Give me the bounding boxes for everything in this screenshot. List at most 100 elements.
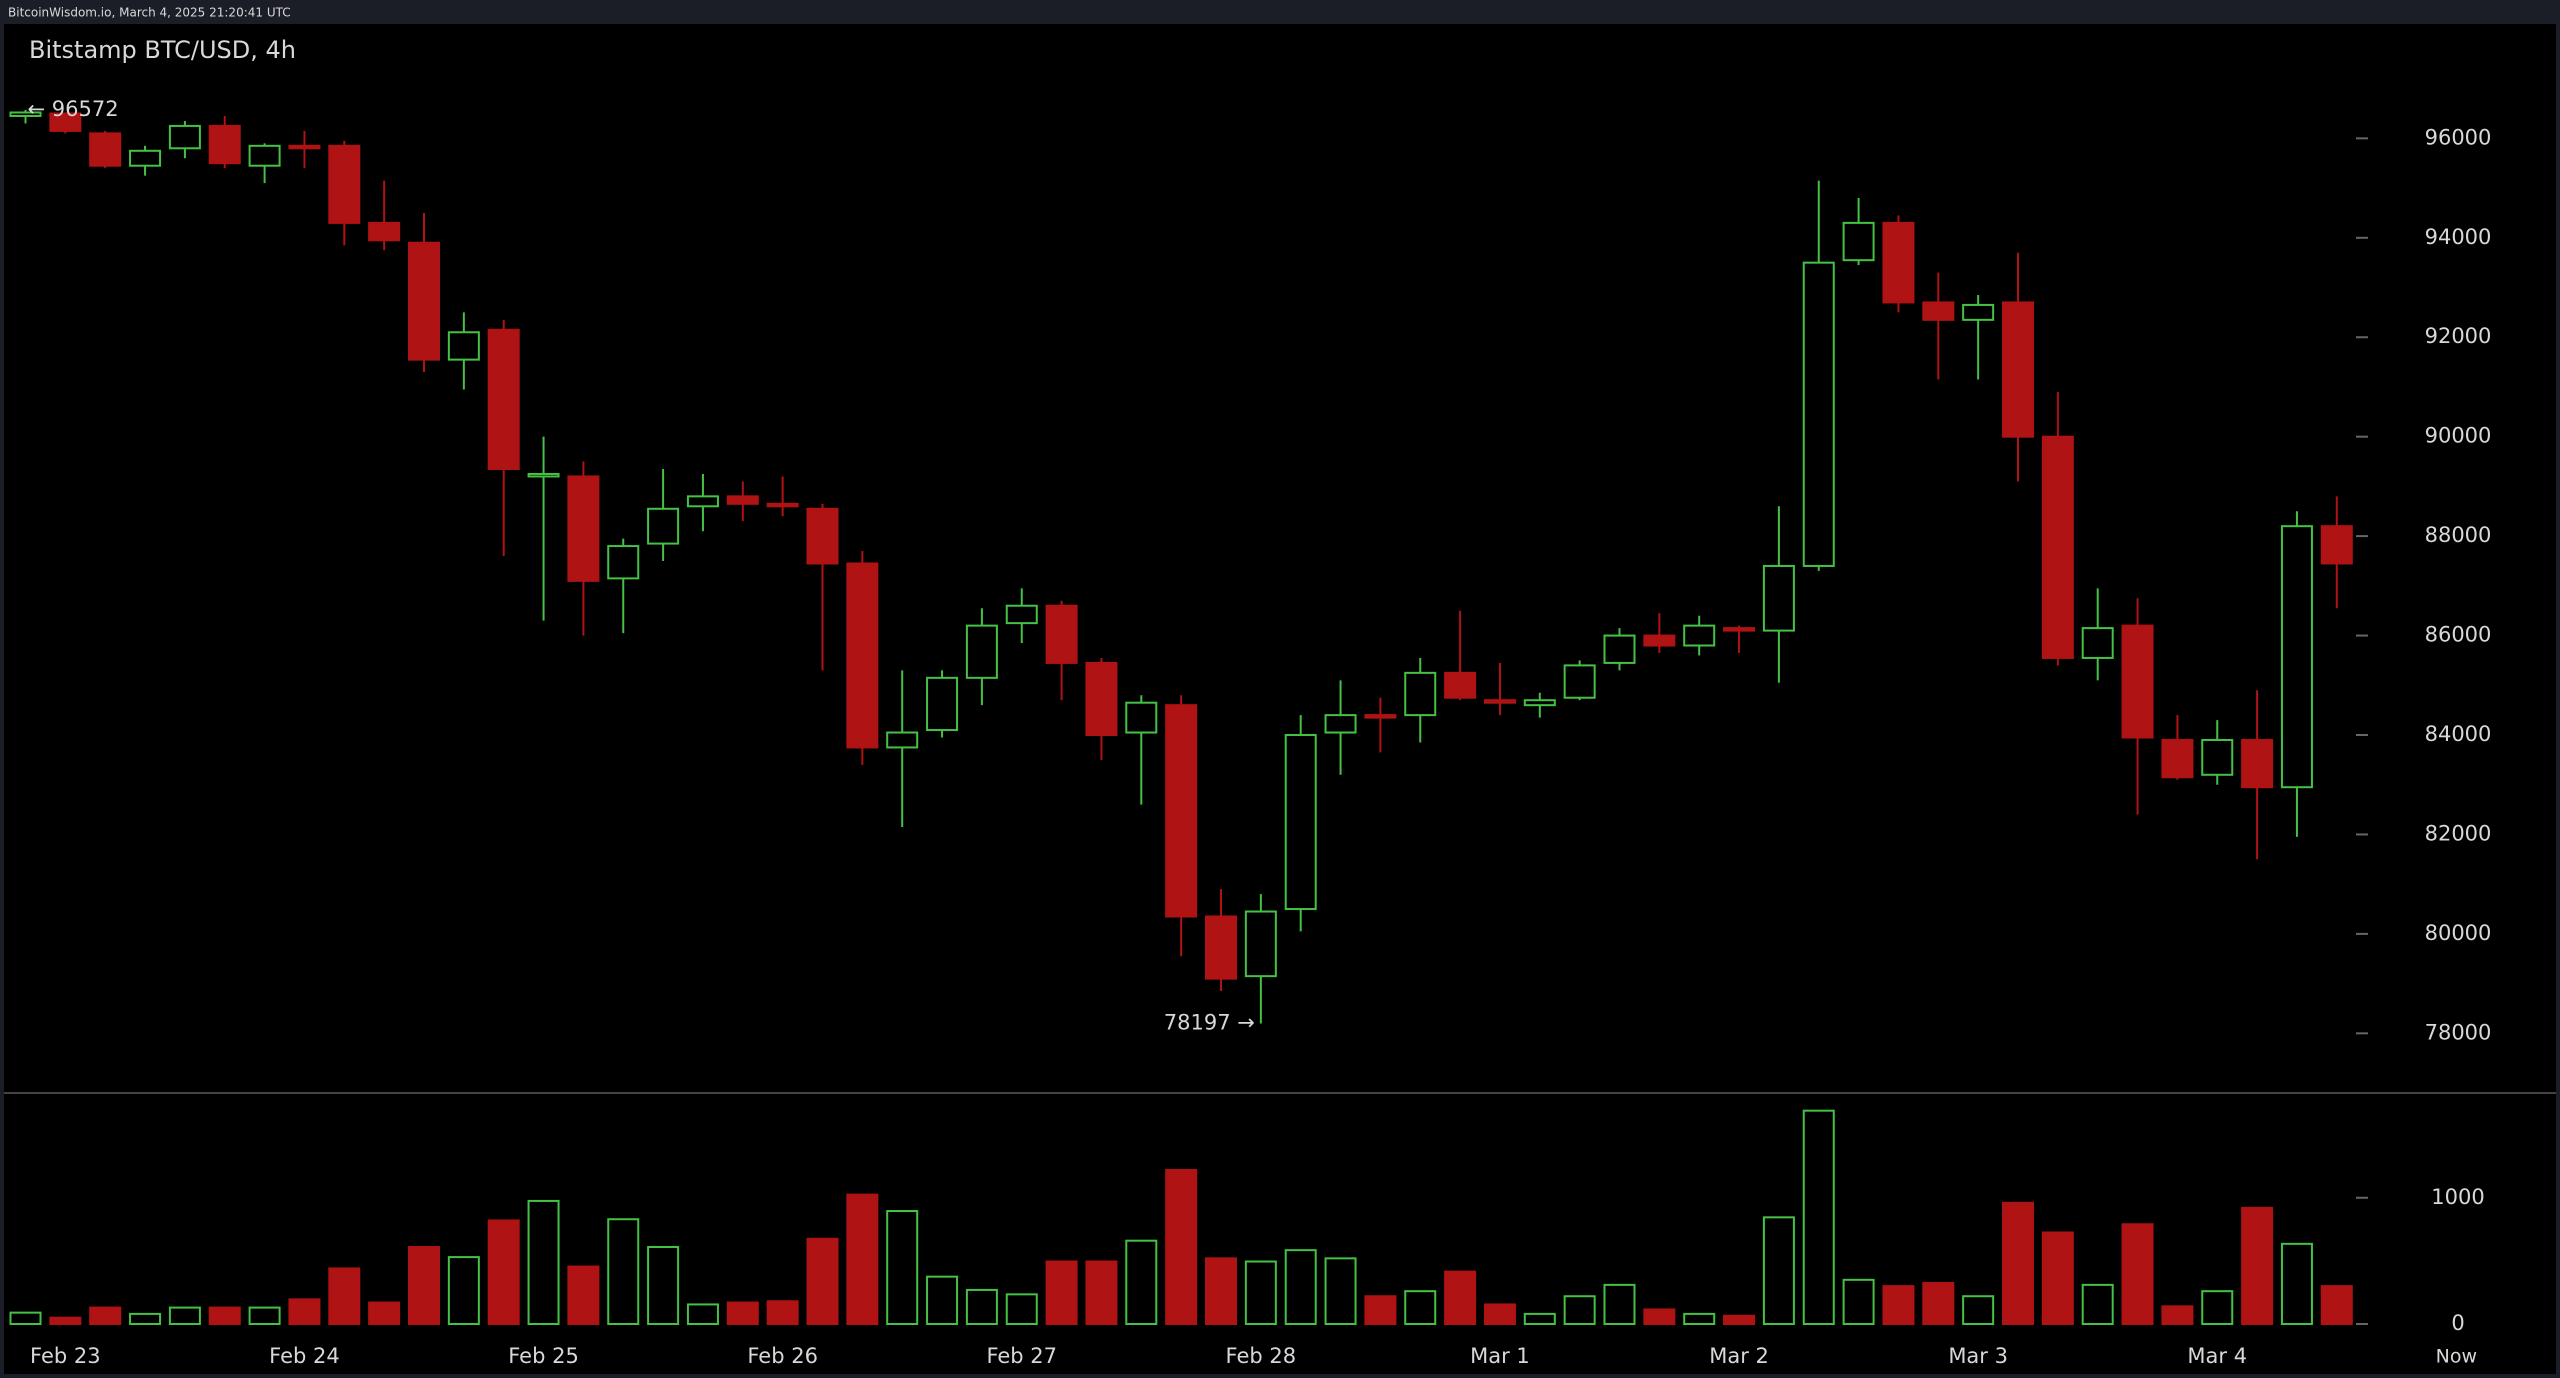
volume-bar: [806, 1237, 839, 1325]
candle-body: [2002, 301, 2034, 438]
volume-bar: [248, 1306, 281, 1326]
volume-bar: [9, 1311, 42, 1326]
volume-bar: [1483, 1303, 1516, 1326]
candle-body: [248, 144, 281, 167]
y-tick-label: 82000: [2425, 821, 2492, 845]
volume-bar: [686, 1303, 719, 1326]
candle-body: [1922, 301, 1955, 321]
volume-bar: [1922, 1281, 1955, 1326]
candle-body: [1882, 221, 1915, 304]
candle-body: [487, 328, 520, 471]
candle-body: [926, 676, 959, 732]
candle-body: [168, 124, 201, 150]
volume-bar: [288, 1298, 321, 1326]
candle-body: [328, 144, 361, 224]
volume-bar: [1364, 1295, 1397, 1325]
candle-body: [1802, 261, 1835, 567]
y-tick-label: 86000: [2425, 623, 2492, 647]
y-tick-label: 96000: [2425, 125, 2492, 149]
y-tick-label: 84000: [2425, 722, 2492, 746]
candle-body: [1125, 701, 1158, 734]
candle-body: [288, 144, 321, 150]
volume-bar: [1643, 1308, 1676, 1326]
candle-body: [368, 221, 401, 242]
volume-bar: [2320, 1285, 2353, 1325]
x-tick-label: Feb 24: [269, 1344, 340, 1368]
candle-body: [1603, 634, 1636, 664]
candle-body: [1244, 910, 1277, 978]
volume-bar: [2081, 1283, 2114, 1326]
candle-body: [965, 624, 998, 679]
low-annotation: 78197 →: [1164, 1011, 1255, 1035]
volume-tick-label: 0: [2451, 1311, 2464, 1335]
volume-tick-label: 1000: [2431, 1185, 2484, 1209]
volume-bar: [1045, 1260, 1078, 1325]
candle-body: [1523, 699, 1556, 707]
volume-bar: [129, 1312, 162, 1325]
candle-body: [2081, 627, 2114, 659]
candle-body: [726, 495, 759, 505]
volume-bar: [1842, 1278, 1875, 1326]
candle-body: [1444, 671, 1477, 699]
candle-body: [1483, 699, 1516, 704]
candle-body: [647, 507, 680, 545]
candle-body: [2041, 435, 2074, 659]
y-tick-label: 88000: [2425, 523, 2492, 547]
candle-body: [2241, 738, 2274, 789]
candle-body: [1842, 221, 1875, 262]
volume-bar: [447, 1256, 480, 1326]
candle-body: [567, 475, 600, 582]
volume-bar: [1802, 1109, 1835, 1325]
candle-body: [1962, 303, 1995, 321]
volume-bar: [89, 1306, 122, 1326]
candle-body: [89, 132, 122, 167]
candle-body: [766, 502, 799, 508]
x-tick-label: Feb 23: [30, 1344, 101, 1368]
candle-body: [1762, 564, 1795, 632]
volume-bar: [527, 1199, 560, 1326]
volume-bar: [1324, 1257, 1357, 1325]
volume-bar: [1603, 1283, 1636, 1326]
candle-body: [447, 331, 480, 361]
volume-bar: [965, 1288, 998, 1326]
candle-body: [9, 111, 42, 117]
y-tick-label: 80000: [2425, 921, 2492, 945]
candle-body: [1284, 734, 1317, 911]
volume-bar: [1882, 1285, 1915, 1325]
volume-bar: [1244, 1260, 1277, 1325]
candle-body: [1643, 634, 1676, 647]
volume-bar: [408, 1246, 440, 1325]
volume-bar: [1563, 1295, 1596, 1325]
candle-body: [2320, 525, 2353, 565]
volume-bar: [647, 1246, 680, 1325]
volume-bar: [1005, 1293, 1038, 1325]
x-tick-label: Feb 28: [1226, 1344, 1297, 1368]
volume-bar: [487, 1219, 520, 1326]
volume-bar: [766, 1300, 799, 1325]
candle-body: [2161, 738, 2194, 779]
candle-body: [607, 545, 640, 580]
volume-bar: [168, 1306, 201, 1326]
volume-bar: [1683, 1312, 1716, 1325]
candle-body: [846, 562, 879, 749]
y-tick-label: 78000: [2425, 1020, 2492, 1044]
volume-bar: [2041, 1231, 2074, 1326]
candle-body: [686, 495, 719, 508]
candle-body: [2201, 738, 2234, 776]
volume-bar: [726, 1301, 759, 1326]
candle-body: [1364, 714, 1397, 719]
volume-bar: [2121, 1223, 2154, 1325]
volume-bar: [1085, 1260, 1118, 1325]
volume-bar: [2161, 1305, 2194, 1326]
candle-body: [1005, 604, 1038, 625]
candle-body: [49, 112, 82, 132]
top-bar: [0, 0, 2560, 24]
volume-bar: [567, 1265, 600, 1325]
volume-bar: [49, 1316, 82, 1325]
header-text: BitcoinWisdom.io, March 4, 2025 21:20:41…: [8, 6, 291, 20]
y-tick-label: 94000: [2425, 225, 2492, 249]
volume-bar: [208, 1306, 241, 1326]
volume-bar: [2201, 1290, 2234, 1325]
